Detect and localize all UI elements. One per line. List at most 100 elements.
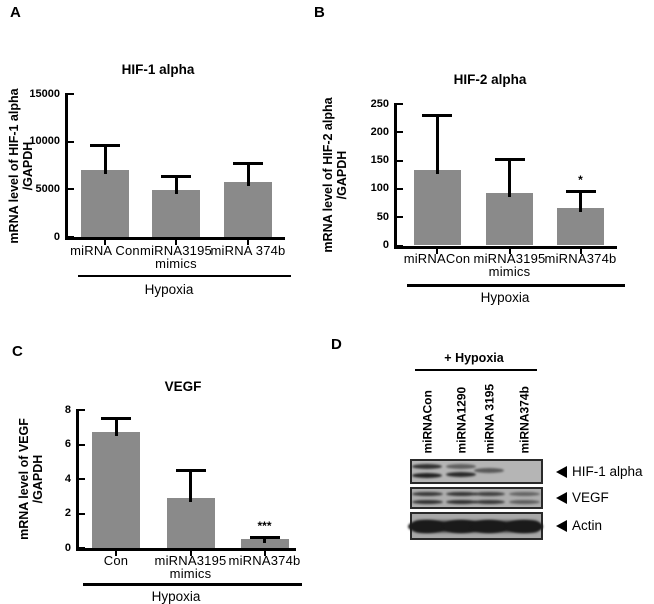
y-tick-mark [68,140,74,143]
x-axis [65,237,285,240]
y-tick-mark [397,103,403,105]
blot-header: + Hypoxia [444,351,504,365]
bar [486,192,533,246]
blot-band [445,499,477,504]
x-axis [394,245,617,249]
x-category-label-line: miRNA3195 [473,251,546,266]
blot-band [411,492,443,497]
x-tick-mark [115,551,117,556]
bar [166,497,215,548]
chart-title: VEGF [164,379,202,394]
blot-lane-label: miRNA374b [517,386,531,454]
panel-letter-b: B [314,4,325,21]
y-tick-mark [397,216,403,219]
error-bar-cap [233,162,263,166]
x-category-label: miRNA374b [219,554,311,582]
error-bar-line [246,163,250,186]
y-tick-label: 5000 [35,182,60,195]
x-category-label: miRNACon [391,252,483,280]
x-category-label-line: miRNA 374b [210,242,286,258]
y-tick-mark [79,443,85,446]
error-bar-line [114,417,118,436]
y-axis [65,93,68,240]
x-category-label-line: Con [103,553,129,568]
x-tick-mark [263,551,266,556]
x-category-label-line: miRNA3195 [154,553,227,568]
y-axis-label-line: mRNA level of HIF-2 alpha [321,97,335,253]
x-tick-mark [508,248,511,254]
x-tick-mark [189,551,192,556]
blot-arrow-icon [556,520,567,532]
blot-strip [410,487,543,509]
blot-arrow-icon [556,492,567,504]
blot-band [505,520,543,534]
chart-title: HIF-2 alpha [453,72,527,87]
error-bar-line [435,115,439,175]
y-tick-label: 0 [64,541,71,554]
x-category-label: miRNA374b [535,252,627,280]
y-tick-mark [79,512,85,515]
x-tick-mark [247,240,249,245]
y-tick-mark [397,131,403,134]
error-bar-line [174,175,178,194]
x-category-label-line: miRNA3195 [140,242,212,258]
y-tick-label: 10000 [29,135,60,148]
error-bar-line [263,537,266,544]
x-category-label: miRNA 374b [202,244,294,272]
blot-band [474,468,504,473]
error-bar-cap [101,416,131,420]
panel-letter-c: C [12,343,23,360]
y-tick-label: 0 [382,239,389,251]
blot-band [508,492,540,497]
x-category-label-line: miRNACon [403,251,471,266]
blot-lane-label: miRNACon [420,390,434,454]
y-tick-label: 50 [376,210,389,223]
y-tick-mark [79,409,85,411]
panel-letter-a: A [10,4,21,21]
y-tick-label: 0 [53,230,60,243]
blot-band [412,472,442,478]
error-bar-cap [161,174,191,178]
blot-band [473,499,505,504]
x-tick-mark [175,240,177,245]
y-tick-label: 4 [64,472,71,485]
bar [413,170,461,246]
y-tick-mark [79,547,85,549]
x-category-label: miRNA3195 mimics [130,244,222,272]
group-underline [78,274,291,277]
x-category-label: Con [70,554,162,582]
significance-marker: * [578,172,583,187]
group-label: Hypoxia [480,290,530,305]
x-category-label: miRNA3195 mimics [145,554,237,582]
chart-title: HIF-1 alpha [121,62,195,77]
error-bar-line [508,158,511,197]
bar [81,170,129,237]
x-category-label: miRNA3195 mimics [464,252,556,280]
y-tick-label: 8 [64,403,71,416]
x-category-label-line: mimics [488,264,531,279]
bar [92,431,140,548]
y-axis [394,103,397,249]
group-underline [83,583,302,586]
x-category-label-line: miRNA374b [544,251,617,266]
group-label: Hypoxia [151,588,201,604]
blot-row-label: HIF-1 alpha [572,463,643,479]
x-axis [76,548,296,551]
y-tick-mark [68,188,74,191]
blot-band [446,472,476,477]
y-tick-mark [68,236,74,238]
error-bar-cap [494,157,525,161]
bar [224,181,272,237]
y-axis [76,409,79,551]
x-category-label-line: miRNA Con [70,242,140,258]
y-tick-mark [397,187,403,190]
blot-band [508,499,540,504]
x-category-label-line: mimics [155,255,197,271]
panel-letter-d: D [331,336,342,353]
x-tick-mark [104,240,106,245]
blot-band [408,520,446,534]
blot-band [412,464,442,469]
bar [152,189,200,237]
error-bar-line [189,469,192,502]
